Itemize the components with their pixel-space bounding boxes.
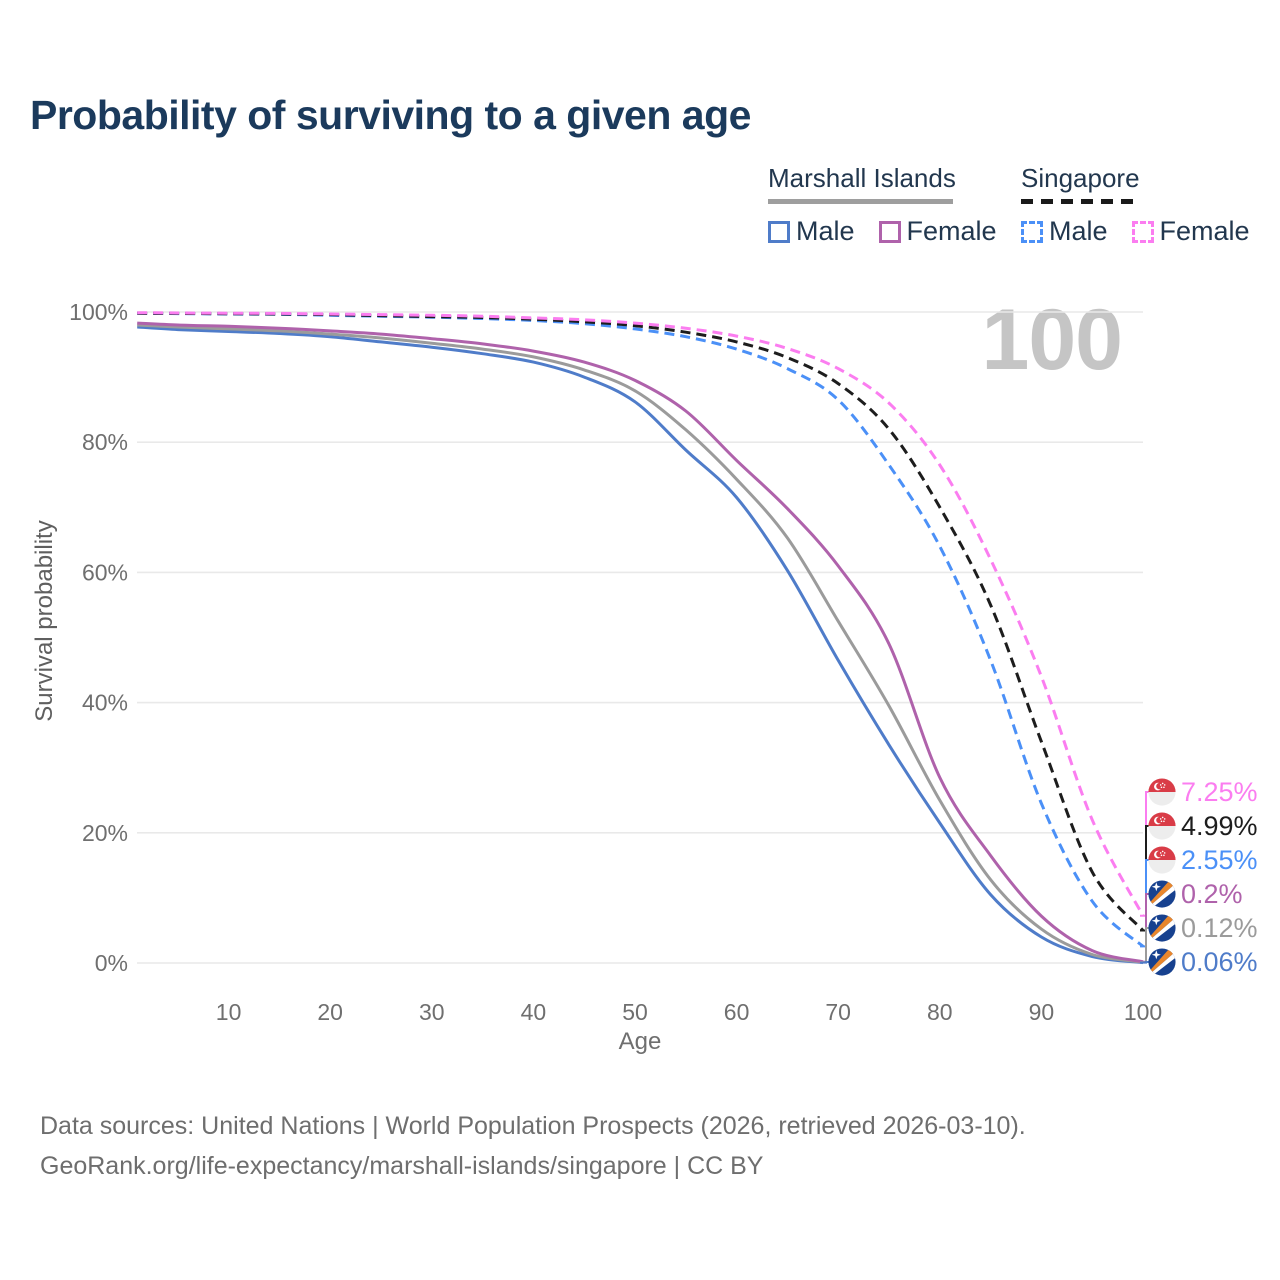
legend-dashed-line-sample (1021, 199, 1136, 204)
series-line-sg_both[interactable] (137, 311, 1145, 932)
legend-swatch-singapore-male[interactable] (1021, 220, 1043, 243)
end-label-row-mi_female: 0.2% (1148, 878, 1243, 909)
page-title: Probability of surviving to a given age (30, 92, 751, 138)
y-tick-label-100: 100% (69, 299, 128, 325)
legend-swatch-marshall-male[interactable] (768, 220, 790, 243)
series-line-mi_female[interactable] (137, 321, 1144, 964)
end-label-value: 0.2% (1181, 878, 1243, 909)
x-tick-label-20: 20 (317, 999, 343, 1025)
legend-group-singapore: Singapore Male Female (1021, 163, 1250, 247)
end-label-value: 4.99% (1181, 810, 1258, 841)
end-label-row-mi_both: 0.12% (1148, 912, 1258, 943)
legend-item-label[interactable]: Male (796, 216, 855, 246)
legend-group-title: Singapore (1021, 163, 1140, 193)
x-tick-label-100: 100 (1124, 999, 1162, 1025)
end-label-row-sg_male: 2.55% (1148, 844, 1258, 875)
series-line-mi_both[interactable] (137, 323, 1144, 964)
end-label-row-sg_both: 4.99% (1148, 810, 1258, 841)
x-tick-label-80: 80 (927, 999, 953, 1025)
series-line-sg_female[interactable] (137, 311, 1145, 917)
end-label-value: 0.12% (1181, 912, 1258, 943)
end-label-value: 7.25% (1181, 776, 1258, 807)
singapore-flag-icon (1148, 846, 1176, 874)
end-label-row-mi_male: 0.06% (1148, 946, 1258, 977)
singapore-flag-icon (1148, 778, 1176, 806)
marshall-islands-flag-icon (1148, 914, 1176, 942)
legend-swatch-singapore-female[interactable] (1131, 220, 1154, 243)
footer: Data sources: United Nations | World Pop… (40, 1106, 1026, 1186)
y-tick-label-80: 80% (82, 429, 128, 455)
legend-item-label[interactable]: Female (906, 216, 997, 246)
legend-group-marshall-islands: Marshall Islands Male Female (768, 163, 997, 247)
x-tick-label-30: 30 (419, 999, 445, 1025)
series-line-mi_male[interactable] (137, 325, 1144, 965)
y-tick-label-60: 60% (82, 559, 128, 585)
legend-item-label[interactable]: Female (1159, 216, 1250, 246)
x-tick-label-70: 70 (825, 999, 851, 1025)
singapore-flag-icon (1148, 812, 1176, 840)
legend-group-title: Marshall Islands (768, 163, 956, 193)
marshall-islands-flag-icon (1148, 948, 1176, 976)
x-axis-title: Age (618, 1028, 662, 1055)
legend-solid-line-sample (768, 199, 953, 204)
x-tick-label-90: 90 (1029, 999, 1055, 1025)
end-label-row-sg_female: 7.25% (1148, 776, 1258, 807)
x-tick-label-40: 40 (521, 999, 547, 1025)
y-tick-label-40: 40% (82, 690, 128, 716)
y-tick-label-0: 0% (95, 950, 128, 976)
footer-attribution: GeoRank.org/life-expectancy/marshall-isl… (40, 1152, 764, 1180)
legend-item-label[interactable]: Male (1049, 216, 1108, 246)
x-tick-label-50: 50 (622, 999, 648, 1025)
end-label-value: 0.06% (1181, 946, 1258, 977)
x-tick-label-60: 60 (724, 999, 750, 1025)
legend-swatch-marshall-female[interactable] (878, 220, 901, 243)
y-tick-label-20: 20% (82, 820, 128, 846)
marshall-islands-flag-icon (1148, 880, 1176, 908)
end-label-value: 2.55% (1181, 844, 1258, 875)
series-line-sg_male[interactable] (137, 311, 1144, 948)
x-tick-label-10: 10 (216, 999, 242, 1025)
footer-sources: Data sources: United Nations | World Pop… (40, 1112, 1026, 1140)
y-axis-title: Survival probability (31, 520, 58, 722)
